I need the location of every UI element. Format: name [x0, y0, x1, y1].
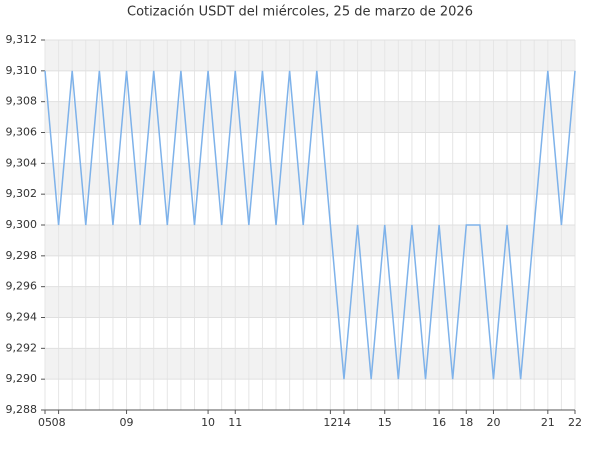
- y-tick-label: 9,308: [6, 95, 38, 108]
- grid-band: [45, 40, 575, 71]
- chart-title: Cotización USDT del miércoles, 25 de mar…: [127, 5, 473, 20]
- grid-band: [45, 348, 575, 380]
- x-tick-label: 11: [228, 416, 242, 429]
- y-tick-label: 9,306: [6, 126, 38, 139]
- x-tick-label: 09: [120, 416, 134, 429]
- x-tick-label: 14: [337, 416, 351, 429]
- y-tick-label: 9,310: [6, 64, 38, 77]
- grid-band: [45, 101, 575, 133]
- y-tick-label: 9,304: [6, 156, 38, 169]
- x-tick-label: 10: [201, 416, 215, 429]
- x-tick-label: 20: [486, 416, 500, 429]
- x-tick-label: 16: [432, 416, 446, 429]
- y-tick-label: 9,312: [6, 33, 38, 46]
- grid-band: [45, 225, 575, 256]
- x-tick-label: 15: [378, 416, 392, 429]
- y-tick-label: 9,288: [6, 403, 38, 416]
- x-tick-label: 08: [52, 416, 66, 429]
- y-tick-label: 9,290: [6, 372, 38, 385]
- y-tick-label: 9,302: [6, 187, 38, 200]
- y-tick-label: 9,294: [6, 311, 38, 324]
- y-tick-label: 9,298: [6, 249, 38, 262]
- x-tick-label: 05: [38, 416, 52, 429]
- grid-band: [45, 286, 575, 318]
- x-tick-label: 22: [568, 416, 582, 429]
- x-tick-label: 18: [459, 416, 473, 429]
- x-tick-label: 21: [541, 416, 555, 429]
- x-tick-label: 12: [323, 416, 337, 429]
- y-tick-label: 9,300: [6, 218, 38, 231]
- y-tick-label: 9,296: [6, 280, 38, 293]
- y-tick-label: 9,292: [6, 341, 38, 354]
- line: [44, 70, 576, 380]
- grid-band: [45, 163, 575, 195]
